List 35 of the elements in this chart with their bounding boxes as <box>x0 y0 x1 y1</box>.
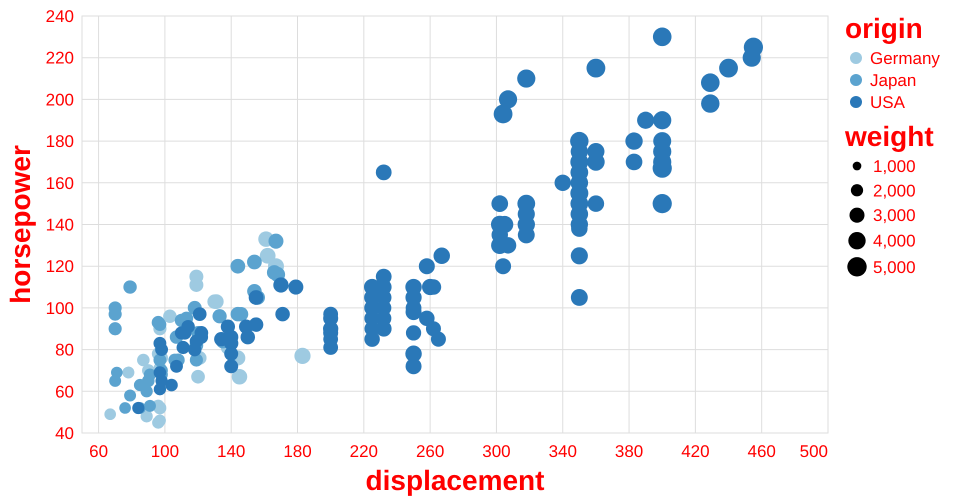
y-tick-label: 180 <box>46 132 74 152</box>
y-tick-label: 200 <box>46 90 74 110</box>
legend-label: Germany <box>870 49 940 68</box>
y-tick-label: 60 <box>55 382 74 402</box>
legend-label: 5,000 <box>873 258 916 277</box>
x-tick-label: 300 <box>482 442 511 461</box>
x-tick-label: 420 <box>681 442 710 461</box>
y-tick-label: 160 <box>46 174 74 193</box>
legend-label: 2,000 <box>873 181 916 200</box>
x-tick-label: 220 <box>350 442 378 461</box>
y-tick-label: 240 <box>46 7 74 26</box>
x-tick-label: 260 <box>416 442 444 461</box>
y-tick-label: 40 <box>55 424 74 443</box>
x-tick-label: 60 <box>89 442 108 461</box>
y-axis-title: horsepower <box>5 145 36 304</box>
legend-label: Japan <box>870 71 916 90</box>
x-tick-label: 340 <box>548 442 577 461</box>
legend-label: 3,000 <box>873 206 916 226</box>
y-tick-label: 140 <box>46 216 74 234</box>
legend-label: 1,000 <box>873 157 916 176</box>
y-tick-label: 100 <box>46 298 74 318</box>
legend-label: USA <box>870 93 906 112</box>
x-tick-label: 500 <box>800 442 828 461</box>
y-tick-label: 120 <box>46 257 74 276</box>
x-tick-label: 180 <box>283 442 312 461</box>
y-tick-label: 80 <box>55 340 74 360</box>
legend-title: origin <box>845 13 923 44</box>
legend-label: 4,000 <box>873 232 916 251</box>
x-axis-title: displacement <box>366 465 544 496</box>
x-tick-label: 140 <box>217 442 246 461</box>
y-tick-label: 220 <box>46 48 74 68</box>
text: weight <box>844 121 934 152</box>
x-tick-label: 380 <box>614 442 644 461</box>
x-tick-label: 460 <box>748 442 776 461</box>
x-tick-label: 100 <box>150 442 180 461</box>
